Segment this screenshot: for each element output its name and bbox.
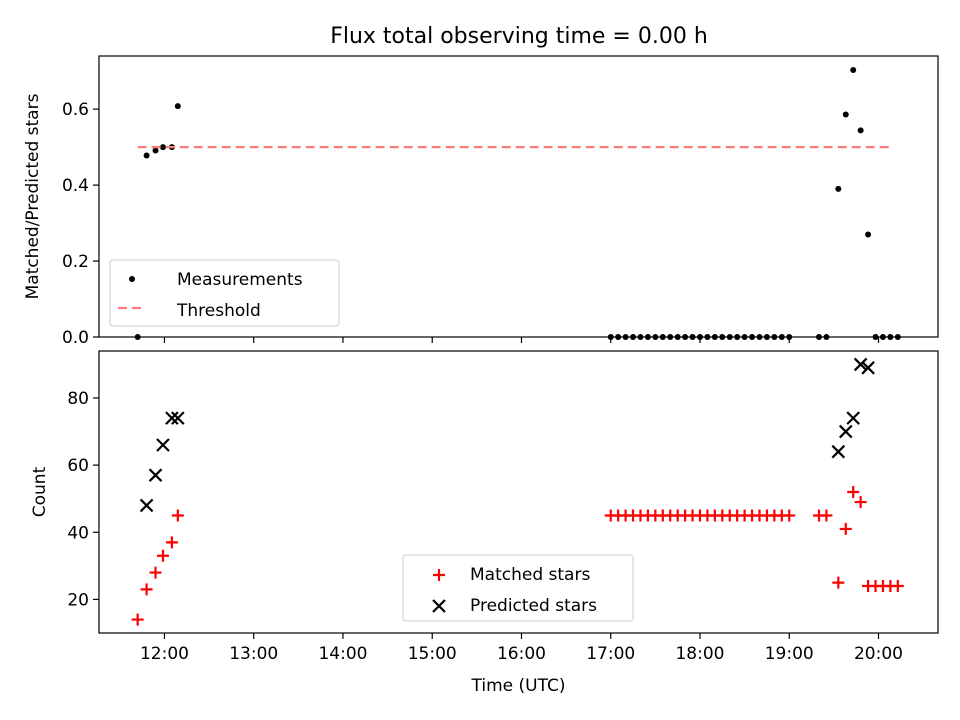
- measurement-point: [857, 127, 864, 134]
- figure-title: Flux total observing time = 0.00 h: [330, 24, 708, 49]
- predicted-stars-point: [861, 361, 875, 375]
- y-tick-label: 0.6: [62, 100, 89, 120]
- y-axis-label: Matched/Predicted stars: [23, 93, 43, 299]
- matched-stars-point: [131, 613, 144, 626]
- legend-box: [402, 554, 634, 622]
- measurement-point: [865, 231, 872, 238]
- matched-stars-point: [891, 580, 904, 592]
- y-tick-label: 0.0: [62, 328, 89, 348]
- x-axis-label: Time (UTC): [471, 676, 566, 696]
- predicted-stars-point: [838, 424, 853, 439]
- matched-stars-point: [140, 583, 153, 596]
- top-panel: 0.0 0.2 0.4 0.6 Matched/Predicted stars Measu…: [23, 55, 939, 348]
- predicted-stars-point: [846, 411, 860, 425]
- legend: Measurements Threshold: [109, 259, 340, 327]
- matched-stars-point: [149, 566, 162, 579]
- x-tick-label: 13:00: [229, 644, 278, 664]
- bottom-panel: 20 40 60 80 12:00 13:00 14:00 15:00 16:00 17:00 18…: [30, 350, 939, 696]
- matched-stars-point: [165, 536, 178, 549]
- matched-stars-point: [171, 509, 184, 522]
- matched-stars-point: [847, 486, 860, 498]
- matched-stars-point: [820, 509, 833, 522]
- predicted-stars-point: [171, 411, 185, 425]
- matched-stars-point: [839, 522, 852, 535]
- measurement-point: [143, 152, 150, 159]
- y-tick-label: 0.4: [62, 176, 89, 196]
- x-tick-label: 16:00: [497, 644, 546, 664]
- legend-marker-x: [432, 599, 446, 613]
- legend-label: Predicted stars: [470, 596, 597, 616]
- y-tick-label: 80: [67, 389, 89, 409]
- measurement-point: [174, 103, 181, 110]
- x-tick-label: 18:00: [675, 644, 724, 664]
- predicted-stars-point: [831, 444, 846, 459]
- measurement-point: [850, 67, 857, 74]
- predicted-stars-point: [156, 438, 170, 452]
- x-tick-label: 17:00: [586, 644, 635, 664]
- x-tick-label: 14:00: [318, 644, 367, 664]
- measurement-point: [842, 111, 849, 118]
- measurement-point: [159, 144, 166, 151]
- y-tick-label: 0.2: [62, 252, 89, 272]
- y-tick-label: 40: [67, 523, 89, 543]
- predicted-stars-point: [853, 357, 868, 372]
- measurement-point: [152, 147, 159, 154]
- matched-stars-point: [156, 549, 169, 562]
- legend: Matched stars Predicted stars: [402, 554, 634, 622]
- series-predicted-stars: [139, 357, 875, 513]
- legend-label: Matched stars: [470, 565, 590, 585]
- legend-label: Measurements: [177, 270, 303, 290]
- matched-stars-point: [854, 496, 867, 509]
- matched-stars-point: [832, 576, 845, 589]
- legend-box: [109, 259, 340, 327]
- matched-stars-point: [783, 509, 796, 522]
- x-tick-label: 19:00: [765, 644, 814, 664]
- axes-frame: [98, 55, 939, 338]
- axes-frame: [98, 350, 939, 634]
- legend-marker-dot: [129, 276, 135, 282]
- series-matched-stars: [131, 486, 904, 626]
- legend-marker-plus: [433, 569, 445, 581]
- y-axis-label: Count: [30, 466, 50, 517]
- x-tick-label: 15:00: [408, 644, 457, 664]
- legend-label: Threshold: [176, 301, 261, 321]
- x-tick-label: 20:00: [854, 644, 903, 664]
- measurement-point: [835, 185, 842, 192]
- predicted-stars-point: [165, 411, 179, 425]
- predicted-stars-point: [148, 468, 163, 482]
- x-tick-label: 12:00: [140, 644, 189, 664]
- predicted-stars-point: [139, 498, 154, 513]
- y-tick-label: 60: [67, 456, 89, 476]
- y-tick-label: 20: [67, 590, 89, 610]
